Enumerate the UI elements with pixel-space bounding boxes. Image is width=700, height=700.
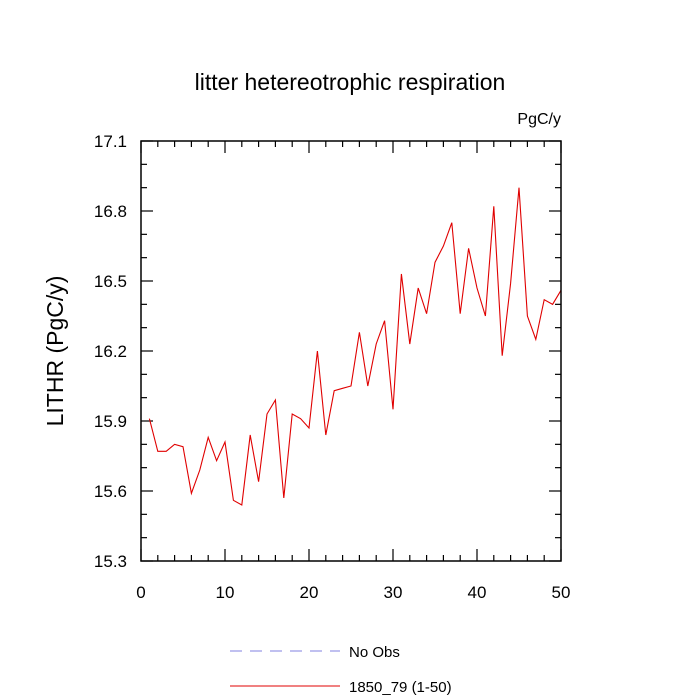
ticks-layer — [140, 140, 562, 562]
y-tick-label: 15.6 — [94, 482, 127, 501]
y-tick-label: 16.5 — [94, 272, 127, 291]
y-tick-label: 16.8 — [94, 202, 127, 221]
x-tick-label: 20 — [300, 583, 319, 602]
legend-label-1: 1850_79 (1-50) — [349, 679, 452, 696]
y-tick-label: 16.2 — [94, 342, 127, 361]
x-tick-label: 10 — [216, 583, 235, 602]
legend: No Obs 1850_79 (1-50) — [230, 644, 452, 696]
tick-labels-layer: 0 10 20 30 40 50 15.3 15.6 15.9 16.2 16.5 16.8 17.1 — [94, 132, 571, 602]
chart-title: litter hetereotrophic respiration — [195, 69, 506, 95]
x-tick-label: 50 — [552, 583, 571, 602]
y-axis-label: LITHR (PgC/y) — [42, 276, 68, 427]
y-tick-label: 15.9 — [94, 412, 127, 431]
y-tick-label: 17.1 — [94, 132, 127, 151]
plot-layer — [148, 187, 562, 506]
x-tick-label: 0 — [136, 583, 145, 602]
y-tick-label: 15.3 — [94, 552, 127, 571]
units-label: PgC/y — [517, 111, 561, 128]
legend-label-0: No Obs — [349, 644, 400, 661]
x-tick-label: 30 — [384, 583, 403, 602]
series-line-1 — [148, 187, 562, 506]
x-tick-label: 40 — [468, 583, 487, 602]
plot-frame — [140, 140, 562, 562]
